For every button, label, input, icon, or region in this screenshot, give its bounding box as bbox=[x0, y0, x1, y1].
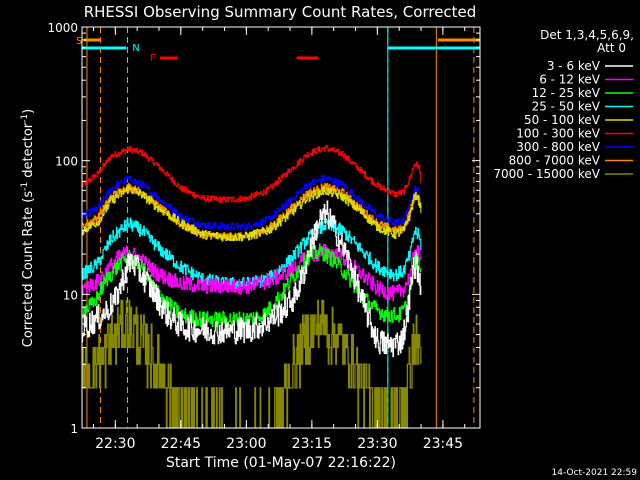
series-line-100to300kevkev bbox=[82, 144, 422, 204]
x-tick-label: 23:00 bbox=[226, 436, 266, 452]
annotation-overlay: S NF bbox=[76, 36, 480, 64]
legend-label: 50 - 100 keV bbox=[524, 113, 601, 127]
y-tick-label: 10 bbox=[63, 288, 78, 302]
legend-label: 12 - 25 keV bbox=[532, 86, 601, 100]
x-tick-label: 22:45 bbox=[161, 436, 201, 452]
series-line-25to50kevkev bbox=[82, 217, 422, 291]
legend-label: 100 - 300 keV bbox=[516, 127, 600, 141]
flare-label: F bbox=[150, 53, 156, 64]
legend-header-detectors: Det 1,3,4,5,6,9, bbox=[540, 28, 634, 42]
axes-layer: 1 10 100 1000 22:30 22:45 23:00 23:15 23:30 23:45 bbox=[47, 21, 480, 452]
legend-label: 25 - 50 keV bbox=[532, 100, 601, 114]
legend-label: 300 - 800 keV bbox=[516, 140, 600, 154]
legend-label: 800 - 7000 keV bbox=[509, 154, 601, 168]
footer-timestamp: 14-Oct-2021 22:59 bbox=[552, 468, 638, 478]
legend-label: 6 - 12 keV bbox=[539, 73, 601, 87]
chart-title: RHESSI Observing Summary Count Rates, Co… bbox=[84, 3, 477, 21]
series-line-50to100kevkev bbox=[82, 185, 422, 242]
x-tick-label: 23:45 bbox=[423, 436, 463, 452]
saa-label: S bbox=[76, 36, 82, 47]
x-tick-label: 23:30 bbox=[357, 436, 397, 452]
x-tick-label: 23:15 bbox=[292, 436, 332, 452]
series-line-3to6kevkev bbox=[82, 200, 422, 358]
x-tick-label: 22:30 bbox=[95, 436, 135, 452]
y-tick-label: 1 bbox=[70, 422, 78, 436]
series-line-300to800kevkev bbox=[82, 174, 422, 232]
x-axis-label: Start Time (01-May-07 22:16:22) bbox=[166, 455, 396, 471]
series-line-6to12kevkev bbox=[82, 243, 422, 302]
legend-label: 7000 - 15000 keV bbox=[493, 167, 600, 181]
y-tick-label: 100 bbox=[55, 155, 78, 169]
night-label: N bbox=[132, 43, 139, 54]
y-tick-label: 1000 bbox=[47, 21, 78, 35]
legend-header-attenuator: Att 0 bbox=[597, 41, 626, 55]
series-layer bbox=[82, 144, 422, 429]
plot-frame bbox=[81, 26, 481, 429]
y-axis-label: Corrected Count Rate (s-1 detector-1) bbox=[20, 109, 36, 347]
legend-label: 3 - 6 keV bbox=[547, 59, 601, 73]
